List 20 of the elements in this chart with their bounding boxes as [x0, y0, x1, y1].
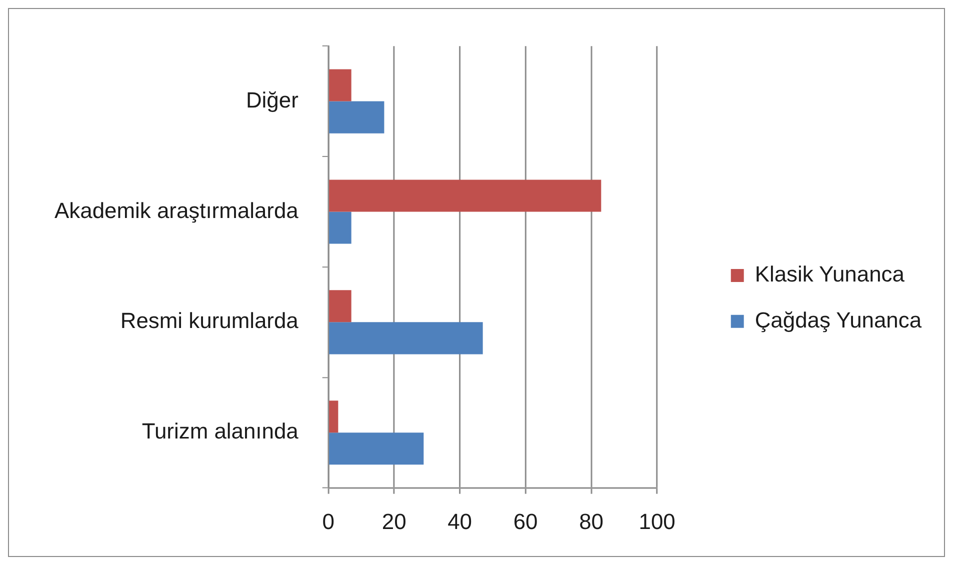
- x-tick-label: 20: [382, 508, 406, 534]
- y-tick-label: Resmi kurumlarda: [120, 308, 300, 334]
- bar: [329, 400, 338, 433]
- legend-label: Klasik Yunanca: [754, 262, 906, 287]
- bar: [329, 101, 384, 134]
- x-tick-label: 40: [448, 508, 472, 534]
- bar: [329, 212, 352, 244]
- bar: [329, 290, 352, 322]
- y-tick-label: Diğer: [246, 87, 298, 112]
- bar: [329, 322, 483, 354]
- x-tick-label: 60: [513, 508, 538, 534]
- x-tick-label: 100: [638, 508, 676, 534]
- y-tick-label: Akademik araştırmalarda: [54, 198, 300, 223]
- bar: [329, 69, 352, 102]
- x-tick-label: 0: [322, 508, 334, 534]
- legend-label: Çağdaş Yunanca: [754, 307, 922, 332]
- bar: [329, 432, 424, 465]
- y-tick-label: Turizm alanında: [142, 418, 300, 444]
- x-tick-label: 80: [579, 508, 604, 534]
- bar: [329, 180, 602, 212]
